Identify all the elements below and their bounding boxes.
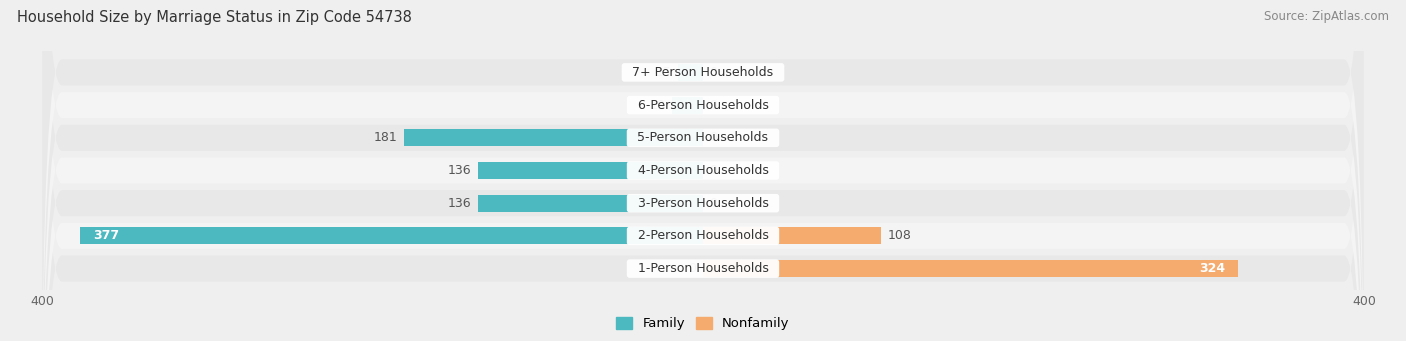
Text: 15: 15 <box>655 66 672 79</box>
Text: Source: ZipAtlas.com: Source: ZipAtlas.com <box>1264 10 1389 23</box>
Bar <box>404 129 703 146</box>
Text: 3-Person Households: 3-Person Households <box>630 197 776 210</box>
Text: 377: 377 <box>93 229 120 242</box>
Bar <box>478 162 703 179</box>
FancyBboxPatch shape <box>42 0 1364 341</box>
Text: 0: 0 <box>710 164 717 177</box>
Text: 181: 181 <box>374 131 398 144</box>
Text: 0: 0 <box>689 262 696 275</box>
Text: 19: 19 <box>650 99 665 112</box>
FancyBboxPatch shape <box>42 0 1364 341</box>
Text: 5-Person Households: 5-Person Households <box>630 131 776 144</box>
Bar <box>703 227 882 244</box>
Bar <box>678 64 703 81</box>
Text: 2-Person Households: 2-Person Households <box>630 229 776 242</box>
Text: 0: 0 <box>710 131 717 144</box>
Text: 4-Person Households: 4-Person Households <box>630 164 776 177</box>
Bar <box>80 227 703 244</box>
Text: 1-Person Households: 1-Person Households <box>630 262 776 275</box>
FancyBboxPatch shape <box>42 0 1364 341</box>
Bar <box>703 260 1239 277</box>
FancyBboxPatch shape <box>42 0 1364 341</box>
Text: 0: 0 <box>710 197 717 210</box>
Bar <box>478 195 703 212</box>
Legend: Family, Nonfamily: Family, Nonfamily <box>612 312 794 336</box>
FancyBboxPatch shape <box>42 0 1364 341</box>
FancyBboxPatch shape <box>42 0 1364 341</box>
Text: 136: 136 <box>449 164 471 177</box>
Text: 0: 0 <box>710 99 717 112</box>
Text: 136: 136 <box>449 197 471 210</box>
Text: Household Size by Marriage Status in Zip Code 54738: Household Size by Marriage Status in Zip… <box>17 10 412 25</box>
Text: 7+ Person Households: 7+ Person Households <box>624 66 782 79</box>
Text: 6-Person Households: 6-Person Households <box>630 99 776 112</box>
Bar <box>672 97 703 114</box>
Text: 0: 0 <box>710 66 717 79</box>
Text: 108: 108 <box>889 229 912 242</box>
FancyBboxPatch shape <box>42 0 1364 341</box>
Text: 324: 324 <box>1199 262 1225 275</box>
